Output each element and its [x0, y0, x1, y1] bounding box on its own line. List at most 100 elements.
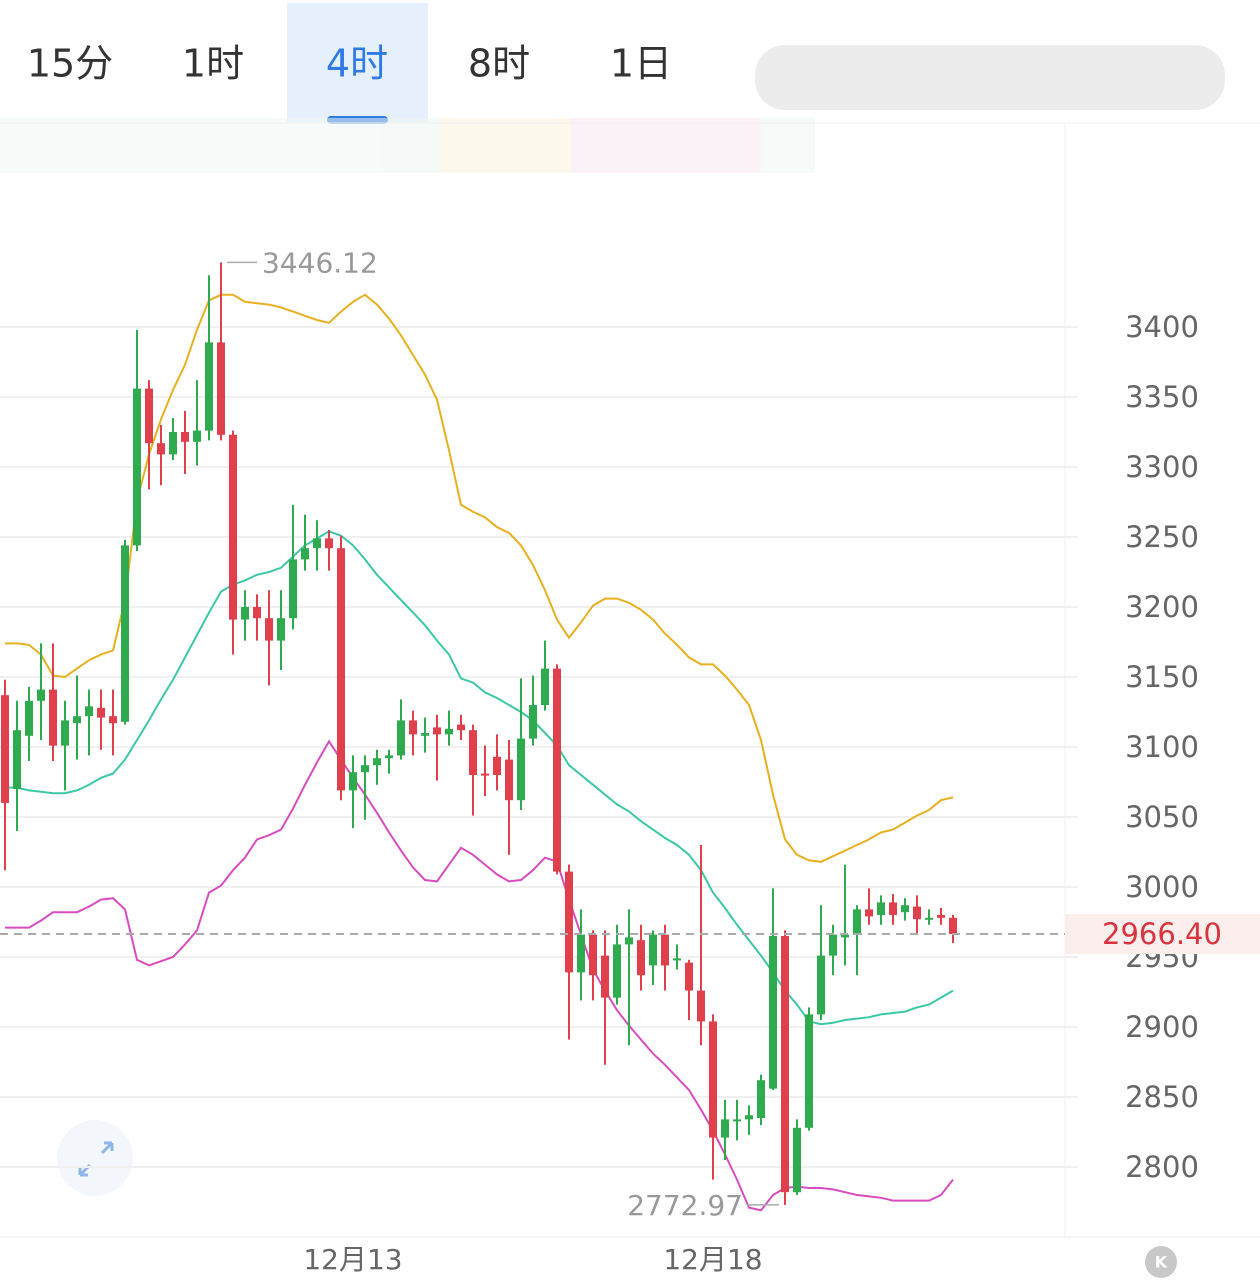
- x-tick-label: 12月18: [663, 1243, 762, 1276]
- candle-body: [85, 706, 93, 717]
- y-tick-label: 3350: [1125, 380, 1199, 414]
- y-tick-label: 2850: [1125, 1080, 1199, 1114]
- candle-body: [553, 668, 561, 872]
- candle-body: [493, 756, 501, 775]
- last-price-label: 2966.40: [1102, 917, 1222, 951]
- candle-body: [265, 618, 273, 641]
- candle-body: [541, 668, 549, 705]
- candle-body: [949, 917, 957, 935]
- band-line: [5, 739, 954, 1212]
- candle-body: [109, 716, 117, 724]
- candle-body: [205, 342, 213, 431]
- candle-body: [661, 934, 669, 966]
- candle-body: [745, 1115, 753, 1120]
- candle-body: [433, 727, 441, 735]
- y-tick-label: 3050: [1125, 800, 1199, 834]
- candle-body: [193, 430, 201, 442]
- candle-body: [229, 434, 237, 620]
- candle-body: [565, 871, 573, 973]
- tab[interactable]: 1时: [182, 42, 244, 86]
- candle-body: [889, 902, 897, 915]
- candle-body: [37, 689, 45, 701]
- candle-body: [397, 720, 405, 756]
- y-tick-label: 3200: [1125, 590, 1199, 624]
- candle-body: [457, 724, 465, 731]
- candle-body: [697, 990, 705, 1022]
- candle-body: [613, 944, 621, 998]
- candle-body: [61, 720, 69, 746]
- y-tick-label: 2900: [1125, 1010, 1199, 1044]
- candle-body: [601, 955, 609, 998]
- candle-body: [181, 432, 189, 442]
- last-price-box: [1065, 914, 1260, 955]
- candle-body: [25, 700, 33, 736]
- tab[interactable]: 15分: [27, 42, 113, 86]
- candle-body: [721, 1119, 729, 1138]
- candle-body: [1, 695, 9, 803]
- candle-body: [421, 733, 429, 736]
- candle-body: [793, 1127, 801, 1193]
- k-button[interactable]: K: [1145, 1246, 1177, 1278]
- candle-body: [901, 905, 909, 913]
- svg-text:K: K: [1155, 1253, 1168, 1272]
- candle-body: [253, 607, 261, 619]
- candle-body: [937, 915, 945, 918]
- candle-body: [709, 1021, 717, 1138]
- candle-body: [781, 936, 789, 1193]
- candle-body: [769, 936, 777, 1089]
- candle-body: [49, 689, 57, 746]
- candle-body: [733, 1119, 741, 1122]
- candle-body: [649, 934, 657, 966]
- candle-body: [385, 755, 393, 759]
- tab[interactable]: 8时: [468, 42, 530, 86]
- candle-body: [217, 342, 225, 435]
- candle-body: [841, 934, 849, 938]
- expand-button[interactable]: [57, 1120, 133, 1196]
- tab[interactable]: 4时: [326, 42, 388, 86]
- candle-body: [409, 720, 417, 735]
- active-tab-bg: [287, 3, 428, 122]
- candle-body: [625, 937, 633, 945]
- y-tick-label: 3000: [1125, 870, 1199, 904]
- candle-body: [313, 538, 321, 549]
- candle-body: [637, 940, 645, 976]
- candle-body: [73, 716, 81, 724]
- candle-body: [325, 538, 333, 549]
- band-line: [5, 530, 954, 1026]
- x-tick-label: 12月13: [303, 1243, 402, 1276]
- candle-body: [337, 548, 345, 791]
- candle-body: [577, 934, 585, 973]
- candle-body: [517, 738, 525, 801]
- candle-body: [505, 759, 513, 801]
- candle-body: [829, 934, 837, 956]
- y-tick-label: 3300: [1125, 450, 1199, 484]
- band-line: [5, 293, 954, 863]
- candle-body: [373, 758, 381, 766]
- candle-body: [913, 906, 921, 920]
- candle-body: [925, 917, 933, 920]
- candle-body: [589, 934, 597, 976]
- min-label: 2772.97: [627, 1189, 743, 1222]
- candle-body: [865, 909, 873, 917]
- candle-body: [157, 443, 165, 455]
- candle-body: [277, 618, 285, 641]
- candle-body: [13, 730, 21, 789]
- tab[interactable]: 1日: [610, 42, 672, 86]
- candle-body: [361, 765, 369, 773]
- candle-body: [877, 902, 885, 915]
- candle-body: [145, 388, 153, 444]
- candle-body: [469, 730, 477, 775]
- y-tick-label: 3250: [1125, 520, 1199, 554]
- candle-body: [289, 559, 297, 619]
- candle-body: [817, 955, 825, 1015]
- candle-body: [685, 962, 693, 991]
- candle-body: [757, 1080, 765, 1118]
- candle-body: [445, 728, 453, 735]
- candle-body: [805, 1014, 813, 1128]
- y-tick-label: 3150: [1125, 660, 1199, 694]
- candle-body: [853, 909, 861, 935]
- candle-body: [169, 432, 177, 455]
- y-tick-label: 3100: [1125, 730, 1199, 764]
- candle-body: [529, 705, 537, 739]
